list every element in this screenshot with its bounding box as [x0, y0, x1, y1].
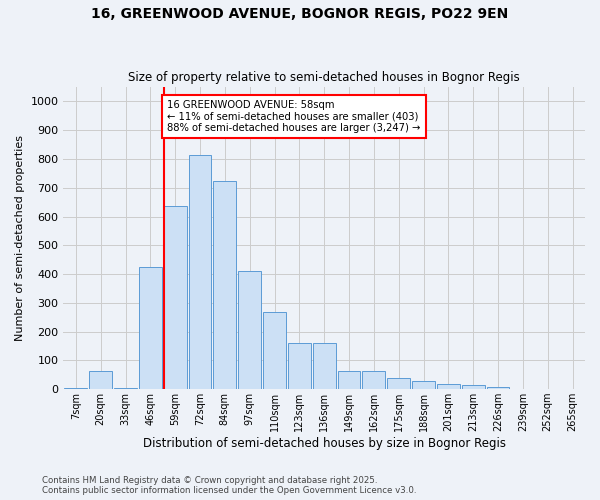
Bar: [362, 371, 385, 389]
Bar: [536, 388, 559, 389]
Bar: [263, 312, 286, 389]
Bar: [437, 384, 460, 389]
Bar: [238, 271, 261, 389]
Bar: [338, 372, 361, 389]
Bar: [288, 342, 311, 389]
Y-axis label: Number of semi-detached properties: Number of semi-detached properties: [15, 135, 25, 341]
Bar: [139, 267, 162, 389]
Bar: [214, 180, 236, 389]
Bar: [89, 372, 112, 389]
Bar: [114, 388, 137, 389]
Bar: [387, 378, 410, 389]
Bar: [313, 343, 335, 389]
Bar: [164, 206, 187, 389]
Bar: [64, 388, 87, 389]
Bar: [462, 385, 485, 389]
Text: 16, GREENWOOD AVENUE, BOGNOR REGIS, PO22 9EN: 16, GREENWOOD AVENUE, BOGNOR REGIS, PO22…: [91, 8, 509, 22]
Title: Size of property relative to semi-detached houses in Bognor Regis: Size of property relative to semi-detach…: [128, 72, 520, 85]
X-axis label: Distribution of semi-detached houses by size in Bognor Regis: Distribution of semi-detached houses by …: [143, 437, 506, 450]
Bar: [188, 154, 211, 389]
Bar: [487, 387, 509, 389]
Bar: [412, 381, 435, 389]
Text: 16 GREENWOOD AVENUE: 58sqm
← 11% of semi-detached houses are smaller (403)
88% o: 16 GREENWOOD AVENUE: 58sqm ← 11% of semi…: [167, 100, 421, 133]
Text: Contains HM Land Registry data © Crown copyright and database right 2025.
Contai: Contains HM Land Registry data © Crown c…: [42, 476, 416, 495]
